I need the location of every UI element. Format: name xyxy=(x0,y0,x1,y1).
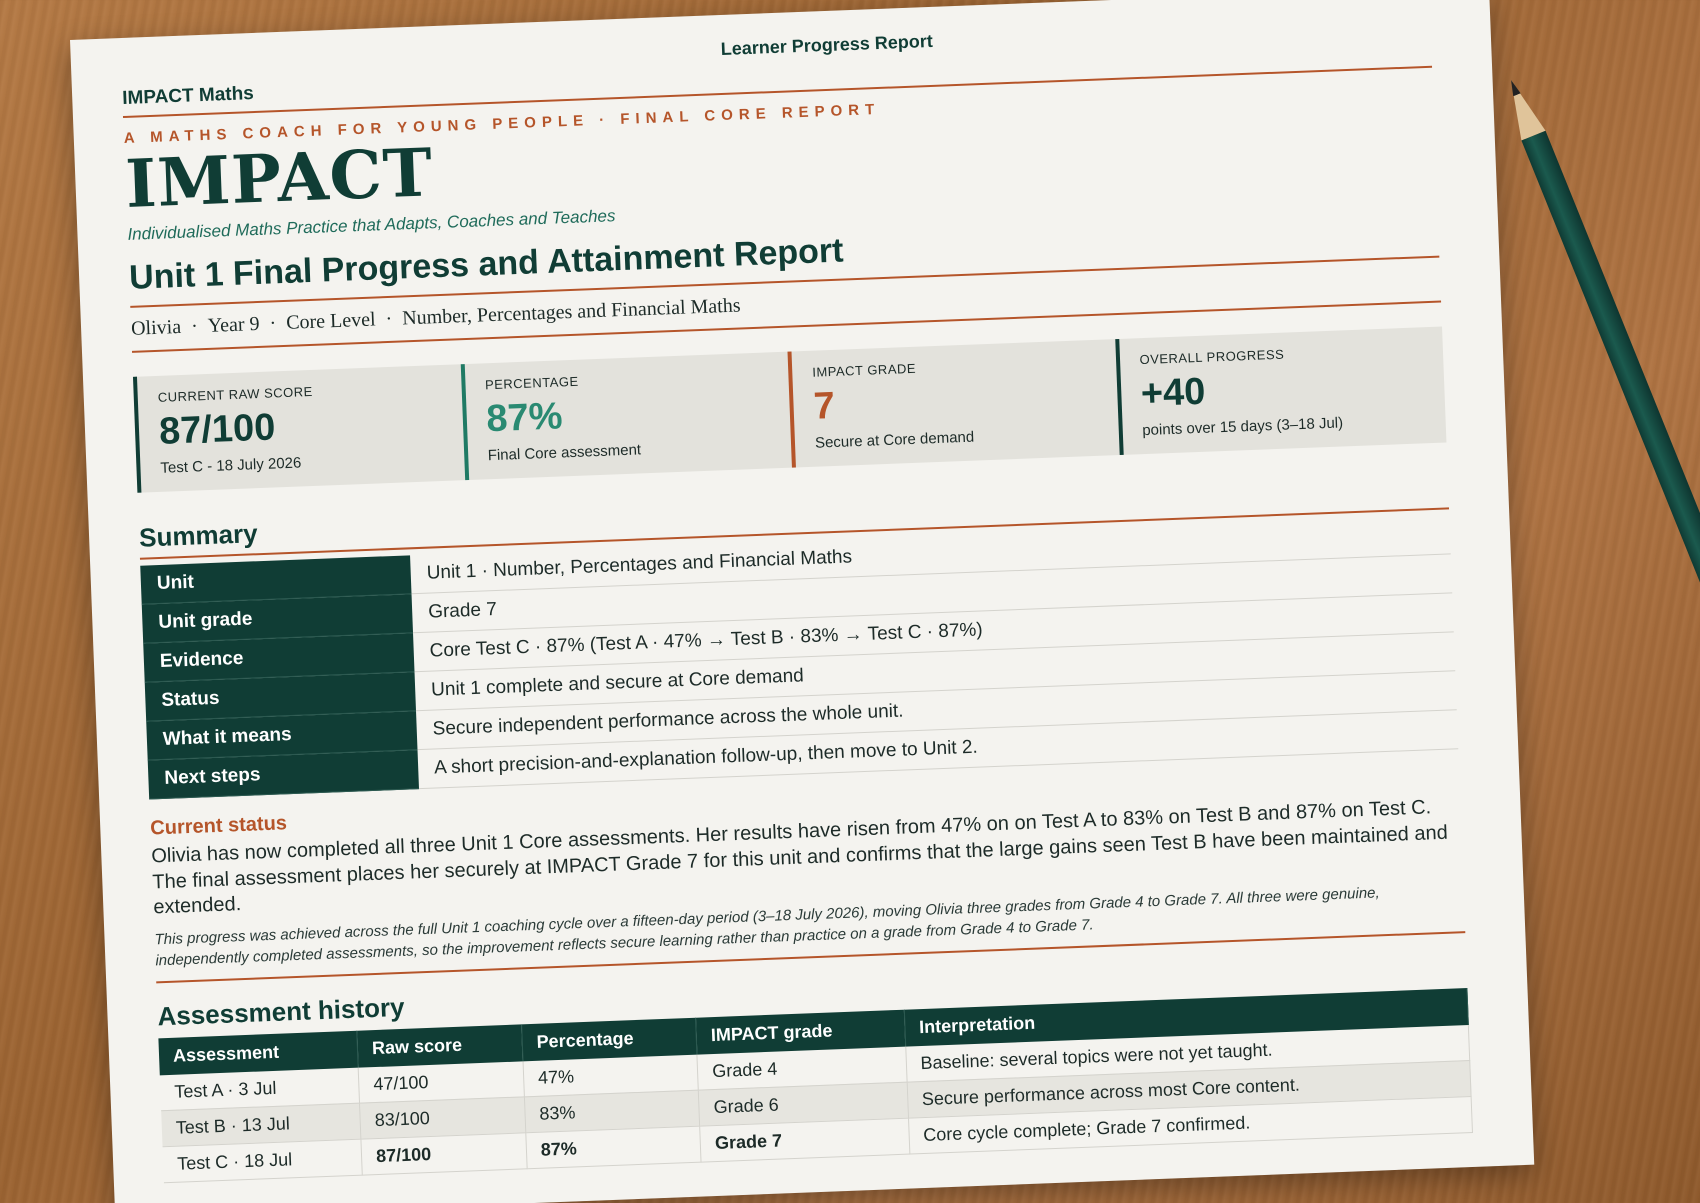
kpi-value: 7 xyxy=(812,384,836,428)
assessment-cell: Test C · 18 Jul xyxy=(162,1138,363,1183)
kpi-value: 87% xyxy=(485,395,564,441)
kpi-row: Current raw score 87/100 Test C - 18 Jul… xyxy=(132,326,1447,493)
column-header: Raw score xyxy=(356,1024,523,1068)
kpi-raw-score: Current raw score 87/100 Test C - 18 Jul… xyxy=(132,364,465,493)
summary-table: Unit Unit 1 · Number, Percentages and Fin… xyxy=(140,515,1459,800)
grade-cell: Grade 7 xyxy=(699,1117,910,1162)
student-name: Olivia xyxy=(130,315,182,340)
unit-name: Number, Percentages and Financial Maths xyxy=(401,294,741,330)
meta-separator: · xyxy=(269,312,277,335)
kpi-overall-progress: Overall progress +40 points over 15 days… xyxy=(1114,326,1447,456)
kpi-value: 87/100 xyxy=(158,406,277,453)
raw-score-cell: 87/100 xyxy=(360,1132,527,1175)
student-level: Core Level xyxy=(285,308,376,334)
brand-name: IMPACT Maths xyxy=(121,82,255,110)
kpi-impact-grade: IMPACT grade 7 Secure at Core demand xyxy=(787,339,1120,468)
meta-separator: · xyxy=(190,315,199,338)
kpi-note: Secure at Core demand xyxy=(814,428,975,452)
kpi-note: points over 15 days (3–18 Jul) xyxy=(1141,414,1344,440)
meta-separator: · xyxy=(385,307,393,331)
kpi-percentage: Percentage 87% Final Core assessment xyxy=(460,351,792,481)
percentage-cell: 87% xyxy=(525,1125,702,1169)
report-sheet: IMPACT Maths Learner Progress Report A M… xyxy=(70,0,1535,1203)
kpi-note: Test C - 18 July 2026 xyxy=(160,454,302,477)
report-label: Learner Progress Report xyxy=(720,30,934,60)
kpi-value: +40 xyxy=(1140,370,1207,416)
kpi-note: Final Core assessment xyxy=(487,441,642,465)
student-year: Year 9 xyxy=(207,312,260,337)
